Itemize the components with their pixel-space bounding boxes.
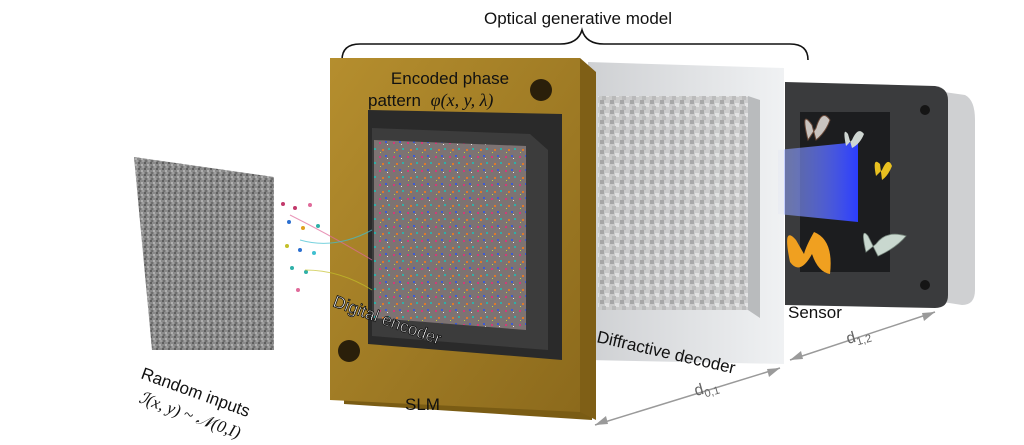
input-dots: [281, 202, 373, 292]
diffractive-decoder-plate: [588, 62, 784, 364]
butterfly-icon: [844, 131, 864, 148]
d12-label: d1,2: [844, 325, 873, 351]
distance-arrow-d01: [594, 367, 781, 426]
butterfly-icon: [874, 161, 892, 180]
butterfly-icon: [787, 232, 831, 274]
sensor-unit: [778, 82, 975, 308]
slm-label: SLM: [405, 395, 440, 414]
d12-subscript: 1,2: [855, 333, 873, 349]
distance-arrow-d12: [789, 311, 936, 361]
encoded-phase-label-line2: pattern φ(x, y, λ): [368, 90, 493, 111]
slm-screw-hole: [338, 340, 360, 362]
encoded-phase-pattern: [374, 140, 526, 330]
slm-device: [330, 58, 596, 420]
d01-label: d0,1: [692, 377, 721, 403]
sensor-glow: [778, 142, 858, 222]
butterfly-icon: [863, 232, 907, 257]
random-input-card: [134, 157, 274, 350]
diagram-title: Optical generative model: [484, 9, 672, 28]
butterfly-icon: [804, 115, 831, 142]
encoded-phase-label-line1: Encoded phase: [391, 69, 509, 88]
title-brace: [341, 27, 809, 61]
slm-screw-hole: [530, 79, 552, 101]
pattern-word: pattern: [368, 91, 421, 110]
phi-expression: φ(x, y, λ): [431, 90, 494, 111]
sensor-label: Sensor: [788, 303, 842, 322]
d01-subscript: 0,1: [703, 385, 721, 401]
